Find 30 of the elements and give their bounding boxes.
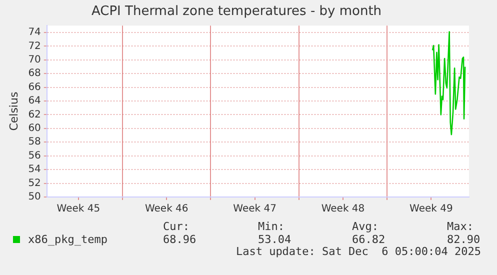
y-tick-label: 54: [28, 164, 41, 176]
text: Avg:: [352, 220, 378, 233]
x-tick-label: Week 48: [321, 204, 365, 215]
text: 82.90: [447, 233, 480, 246]
x-tick-label: Week 46: [144, 204, 188, 215]
x-tick-label: Week 47: [233, 204, 276, 215]
y-tick-label: 64: [28, 96, 41, 107]
y-tick-label: 74: [28, 27, 41, 38]
y-axis-title: Celsius: [7, 92, 20, 131]
chart-title: ACPI Thermal zone temperatures - by month: [91, 4, 382, 20]
x-tick-label: Week 45: [56, 204, 100, 215]
y-tick-label: 56: [28, 150, 41, 162]
x-tick-label: Week 49: [410, 204, 453, 215]
y-tick-label: 66: [28, 82, 41, 93]
y-tick-label: 72: [28, 40, 41, 52]
y-tick-label: 68: [28, 68, 41, 80]
y-tick-label: 70: [28, 54, 41, 66]
y-tick-label: 50: [28, 192, 41, 203]
text: 68.96: [163, 233, 196, 246]
y-tick-label: 60: [28, 123, 41, 134]
text: Max:: [447, 220, 474, 233]
y-tick-label: 62: [28, 109, 41, 120]
y-tick-label: 52: [28, 178, 41, 189]
text: Last update: Sat Dec 6 05:00:04 2025: [236, 245, 481, 258]
text: Min:: [258, 220, 284, 233]
text: 66.82: [352, 233, 386, 246]
text: Cur:: [163, 220, 190, 233]
legend-label: x86_pkg_temp: [28, 233, 108, 246]
text: 53.04: [258, 233, 292, 246]
y-tick-label: 58: [28, 136, 41, 148]
